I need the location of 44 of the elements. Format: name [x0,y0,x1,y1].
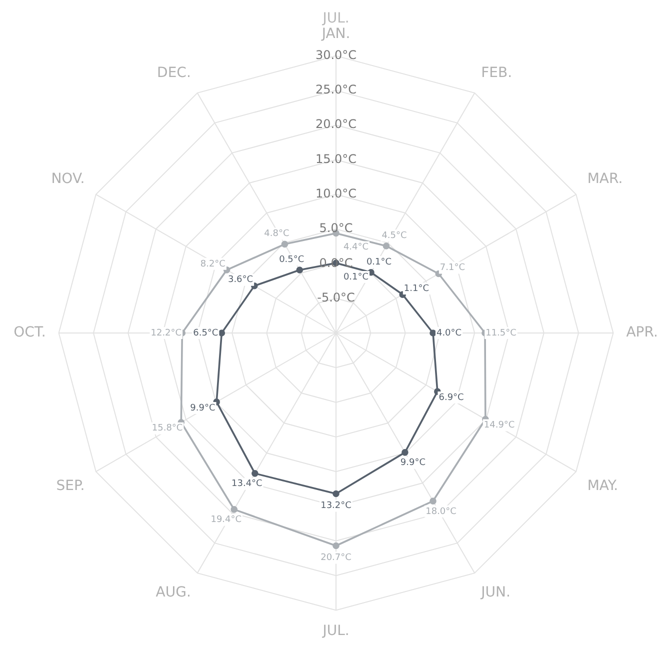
data-label: 14.9°C [484,420,515,431]
data-label: 15.8°C [152,424,183,434]
data-label: 11.5°C [486,328,516,338]
y-tick-label: 20.0°C [315,117,357,132]
y-tick-label: 30.0°C [315,48,357,62]
data-label: 19.4°C [210,515,242,526]
data-label: 12.2°C [150,328,182,338]
data-label: 9.9°C [190,403,216,414]
data-label: 6.9°C [438,392,464,403]
spoke-label: MAY. [587,478,618,494]
data-label: 9.9°C [400,458,426,468]
data-label: 20.7°C [320,553,352,564]
spoke-label: JUL. [322,623,350,640]
spoke-label: MAR. [587,171,623,188]
data-label: 18.0°C [426,506,456,517]
text: JUL. [322,10,350,27]
y-tick-label: -5.0°C [317,290,355,304]
spoke-label: JUN. [480,584,510,600]
data-label: 6.5°C [193,328,218,338]
spoke-label: FEB. [481,64,512,81]
data-label: 4.5°C [382,230,407,241]
data-label: 13.4°C [232,479,262,490]
y-tick-label: 25.0°C [315,82,357,97]
spoke-label: SEP. [56,478,85,494]
spoke-label: DEC. [157,64,191,81]
data-label: 4.8°C [264,229,290,240]
data-label: 0.5°C [279,254,304,265]
data-label: 4.4°C [343,242,369,253]
spoke-label: NOV. [51,171,85,188]
data-label: 8.2°C [200,259,226,270]
data-label: 4.0°C [436,328,462,338]
data-label: 7.1°C [440,263,466,274]
spoke-label: JAN. [320,26,350,42]
spoke-label: APR. [626,324,658,341]
data-label: 0.1°C [366,257,392,268]
data-label: 1.1°C [404,284,430,294]
y-tick-label: 10.0°C [315,186,357,201]
spoke-label: OCT. [14,324,46,341]
y-tick-label: 15.0°C [315,152,357,166]
data-label: 13.2°C [320,501,352,512]
y-tick-label: 5.0°C [319,221,353,236]
data-label: 3.6°C [228,275,254,286]
data-label: 0.1°C [343,272,369,282]
spoke-label: AUG. [156,584,191,600]
